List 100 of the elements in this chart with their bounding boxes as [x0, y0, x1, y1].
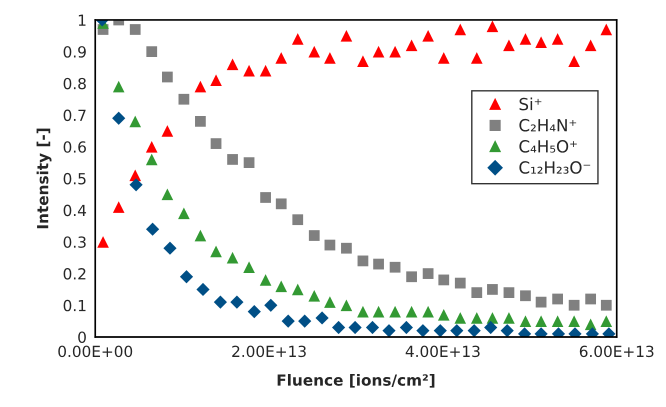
point	[406, 39, 418, 52]
point	[194, 80, 206, 92]
point	[210, 246, 222, 258]
point	[162, 188, 174, 200]
point	[470, 312, 483, 324]
y-tick-label: 1	[78, 14, 86, 26]
point	[454, 278, 466, 288]
point	[292, 284, 304, 296]
point	[275, 280, 288, 292]
y-tick-label: 0.8	[64, 78, 86, 90]
point	[112, 112, 126, 125]
point	[178, 208, 190, 220]
point	[298, 314, 312, 328]
point	[180, 270, 194, 284]
point	[536, 296, 546, 308]
y-tick-label: 0.6	[64, 141, 86, 153]
legend-label: C₄H₅O⁺	[519, 140, 577, 153]
point	[568, 55, 580, 67]
point	[500, 324, 514, 337]
point	[406, 306, 418, 318]
point	[438, 52, 450, 64]
point	[340, 30, 352, 42]
point	[372, 306, 384, 318]
y-tick-label: 0.7	[64, 110, 86, 122]
point	[315, 311, 329, 325]
point	[275, 52, 288, 64]
point	[227, 154, 238, 165]
point	[357, 306, 369, 318]
point	[226, 252, 238, 264]
point	[382, 324, 396, 337]
point	[357, 55, 369, 67]
point	[454, 312, 466, 324]
point	[471, 287, 482, 298]
point	[487, 284, 498, 295]
point	[520, 33, 532, 45]
point	[282, 314, 295, 328]
point	[600, 300, 612, 311]
point	[348, 320, 362, 334]
point	[112, 201, 125, 213]
point	[129, 116, 142, 128]
legend-label: C₂H₄N⁺	[519, 118, 576, 132]
point	[520, 315, 532, 327]
point	[210, 74, 222, 86]
point	[422, 268, 434, 279]
point	[600, 315, 612, 327]
y-tick-label: 0.3	[64, 236, 86, 248]
point	[470, 52, 483, 64]
point	[340, 299, 352, 312]
point	[438, 274, 450, 286]
point	[450, 324, 464, 337]
point	[372, 46, 384, 58]
point	[486, 20, 498, 32]
point	[434, 324, 447, 337]
point	[373, 258, 384, 270]
point	[504, 287, 514, 298]
point	[422, 30, 434, 42]
legend-label: C₁₂H₂₃O⁻	[519, 161, 590, 174]
point	[195, 116, 206, 127]
point	[390, 262, 400, 273]
point	[503, 312, 515, 324]
point	[535, 315, 547, 327]
point	[600, 24, 612, 36]
point	[341, 242, 352, 254]
point	[292, 214, 304, 226]
point	[264, 298, 278, 312]
point	[146, 154, 158, 166]
point	[389, 46, 401, 58]
point	[438, 308, 450, 321]
point	[552, 294, 563, 304]
y-tick-label: 0	[78, 331, 86, 344]
point	[292, 33, 304, 45]
point	[243, 64, 255, 76]
x-tick-label: 4.00E+13	[406, 346, 480, 358]
point	[332, 320, 346, 334]
point	[366, 320, 380, 334]
legend-label: Si⁺	[520, 97, 542, 110]
point	[130, 178, 143, 192]
point	[552, 33, 564, 45]
y-tick-label: 0.5	[64, 172, 86, 184]
point	[226, 58, 238, 70]
point	[260, 64, 272, 76]
point	[112, 80, 125, 92]
point	[400, 320, 413, 334]
point	[162, 72, 173, 82]
y-axis-title: Intensity [-]	[36, 128, 52, 228]
point	[162, 125, 174, 137]
point	[230, 296, 244, 309]
point	[196, 282, 210, 296]
point	[260, 274, 272, 286]
y-tick-label: 0.1	[64, 300, 86, 312]
point	[194, 230, 206, 242]
point	[324, 296, 336, 308]
y-tick-label: 0.9	[64, 46, 86, 58]
point	[358, 256, 368, 266]
point	[97, 236, 109, 248]
point	[248, 305, 261, 318]
point	[389, 306, 401, 318]
point	[468, 324, 481, 337]
point	[585, 294, 596, 304]
point	[454, 24, 466, 36]
